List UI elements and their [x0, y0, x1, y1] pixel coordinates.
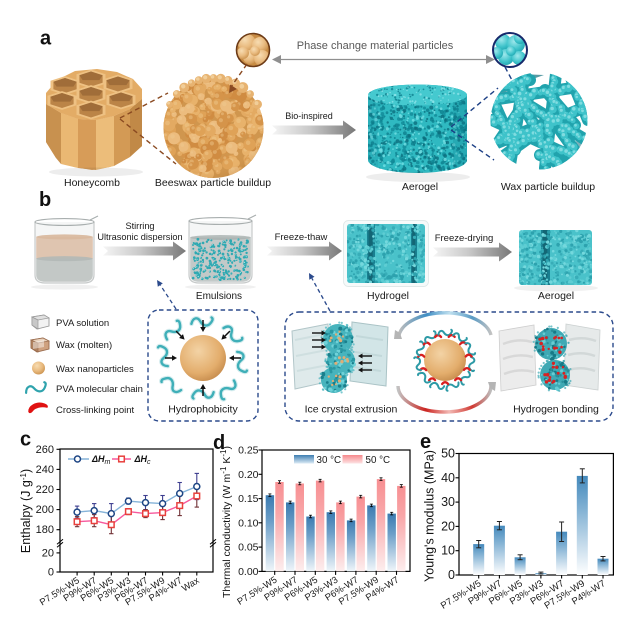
svg-text:0.05: 0.05: [238, 542, 259, 554]
svg-text:200: 200: [36, 504, 54, 516]
svg-text:PVA solution: PVA solution: [56, 318, 109, 329]
svg-text:Emulsions: Emulsions: [196, 291, 242, 302]
svg-text:Aerogel: Aerogel: [538, 290, 574, 302]
svg-text:Freeze-thaw: Freeze-thaw: [275, 232, 328, 243]
svg-text:20: 20: [441, 519, 455, 533]
svg-text:Ultrasonic dispersion: Ultrasonic dispersion: [97, 232, 182, 242]
svg-text:b: b: [39, 189, 51, 211]
svg-text:Cross-linking point: Cross-linking point: [56, 405, 135, 416]
svg-text:240: 240: [36, 464, 54, 476]
svg-text:Stirring: Stirring: [125, 221, 154, 231]
svg-text:Young's modulus (MPa): Young's modulus (MPa): [423, 450, 437, 582]
svg-text:Beeswax particle buildup: Beeswax particle buildup: [155, 177, 271, 189]
svg-text:e: e: [420, 431, 431, 453]
svg-text:Wax nanoparticles: Wax nanoparticles: [56, 364, 134, 375]
svg-text:50 °C: 50 °C: [366, 455, 391, 466]
svg-text:40: 40: [441, 471, 455, 485]
svg-text:Honeycomb: Honeycomb: [64, 177, 120, 189]
svg-text:20: 20: [42, 547, 54, 559]
svg-text:220: 220: [36, 484, 54, 496]
svg-text:ΔHc: ΔHc: [134, 454, 152, 466]
svg-text:50: 50: [441, 447, 455, 461]
svg-text:Ice crystal extrusion: Ice crystal extrusion: [305, 404, 398, 416]
svg-text:30 °C: 30 °C: [317, 455, 342, 466]
svg-text:Thermal conductivity (W m-1 K-: Thermal conductivity (W m-1 K-1): [219, 446, 233, 598]
svg-text:Hydrophobicity: Hydrophobicity: [168, 404, 238, 416]
svg-text:d: d: [213, 432, 225, 454]
svg-text:ΔHm: ΔHm: [91, 454, 111, 466]
svg-text:0: 0: [448, 568, 455, 582]
svg-text:Wax (molten): Wax (molten): [56, 340, 112, 351]
svg-text:Hydrogen bonding: Hydrogen bonding: [513, 404, 599, 416]
svg-text:Hydrogel: Hydrogel: [367, 290, 409, 302]
svg-text:a: a: [40, 28, 52, 50]
svg-text:Freeze-drying: Freeze-drying: [435, 233, 494, 244]
svg-text:c: c: [20, 429, 31, 451]
svg-text:PVA molecular chain: PVA molecular chain: [56, 384, 143, 395]
svg-text:Aerogel: Aerogel: [402, 181, 438, 193]
svg-text:30: 30: [441, 495, 455, 509]
svg-text:0.10: 0.10: [238, 517, 259, 529]
svg-text:Enthalpy (J g-1): Enthalpy (J g-1): [19, 469, 33, 553]
svg-text:0: 0: [48, 567, 54, 579]
svg-text:Bio-inspired: Bio-inspired: [285, 111, 333, 121]
svg-text:180: 180: [36, 524, 54, 536]
svg-text:10: 10: [441, 544, 455, 558]
svg-text:0.20: 0.20: [238, 469, 259, 481]
svg-text:0.25: 0.25: [238, 445, 259, 457]
svg-text:Wax particle buildup: Wax particle buildup: [501, 181, 595, 193]
svg-text:Phase change material particle: Phase change material particles: [297, 40, 454, 52]
svg-text:0.00: 0.00: [238, 566, 259, 578]
svg-text:260: 260: [36, 444, 54, 456]
svg-text:0.15: 0.15: [238, 493, 259, 505]
